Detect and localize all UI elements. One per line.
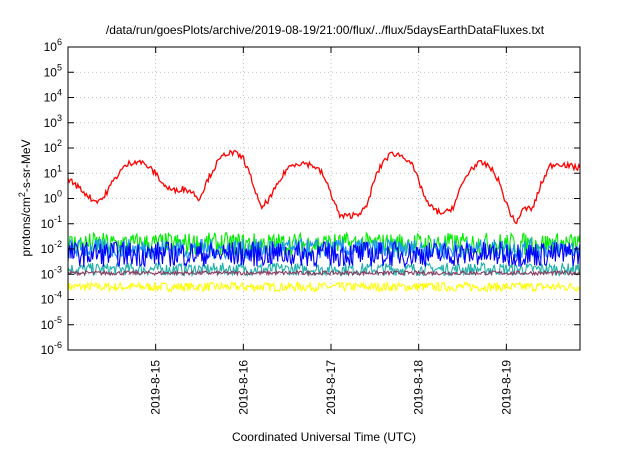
y-tick-base: 10 [44,116,58,130]
x-tick-label: 2019-8-19 [499,360,513,415]
series-line-4 [67,231,581,257]
y-tick-base: 10 [41,242,55,256]
y-tick-base: 10 [44,192,58,206]
x-tick-label: 2019-8-16 [236,360,250,415]
y-tick-base: 10 [41,217,55,231]
y-tick-base: 10 [44,166,58,180]
y-tick-label: 10-1 [41,214,62,231]
y-tick-label: 10-4 [41,290,62,307]
y-tick-exponent: 3 [57,113,62,123]
y-tick-label: 102 [44,138,62,155]
y-axis-label-suffix: -s-sr-MeV [19,139,33,192]
series-line-3 [67,269,581,277]
y-axis-label-prefix: protons/cm [19,197,33,256]
x-tick-label: 2019-8-17 [324,360,338,415]
axis-ticks: 10-610-510-410-310-210-11001011021031041… [41,37,580,415]
x-tick-label: 2019-8-15 [149,360,163,415]
y-tick-label: 106 [44,37,62,54]
y-tick-exponent: 6 [57,37,62,47]
series-group [67,149,581,294]
y-tick-exponent: 0 [57,189,62,199]
y-tick-exponent: -6 [54,340,62,350]
chart-title: /data/run/goesPlots/archive/2019-08-19/2… [106,23,545,37]
y-tick-base: 10 [44,141,58,155]
y-tick-label: 105 [44,62,62,79]
y-tick-exponent: 1 [57,163,62,173]
y-tick-base: 10 [41,343,55,357]
y-tick-base: 10 [44,40,58,54]
y-tick-label: 100 [44,189,62,206]
y-tick-base: 10 [44,65,58,79]
y-tick-base: 10 [44,91,58,105]
series-line-2 [67,261,581,277]
y-tick-exponent: -2 [54,239,62,249]
y-tick-exponent: 4 [57,88,62,98]
y-tick-base: 10 [41,293,55,307]
y-tick-label: 103 [44,113,62,130]
y-tick-base: 10 [41,318,55,332]
y-axis-label: protons/cm2-s-sr-MeV [17,139,33,256]
y-tick-label: 10-6 [41,340,62,357]
y-tick-label: 10-3 [41,264,62,281]
x-tick-label: 2019-8-18 [412,360,426,415]
y-axis-label-sup: 2 [17,192,27,197]
series-line-7 [67,149,581,225]
y-tick-exponent: 5 [57,62,62,72]
series-line-6 [67,240,581,269]
y-tick-exponent: 2 [57,138,62,148]
series-line-1 [67,280,581,294]
y-tick-base: 10 [41,267,55,281]
y-tick-exponent: -5 [54,315,62,325]
y-tick-exponent: -1 [54,214,62,224]
x-axis-label: Coordinated Universal Time (UTC) [232,430,416,444]
y-tick-label: 10-5 [41,315,62,332]
y-tick-exponent: -3 [54,264,62,274]
series-line-5 [67,237,581,261]
y-tick-label: 104 [44,88,62,105]
y-tick-label: 101 [44,163,62,180]
y-tick-label: 10-2 [41,239,62,256]
y-tick-exponent: -4 [54,290,62,300]
